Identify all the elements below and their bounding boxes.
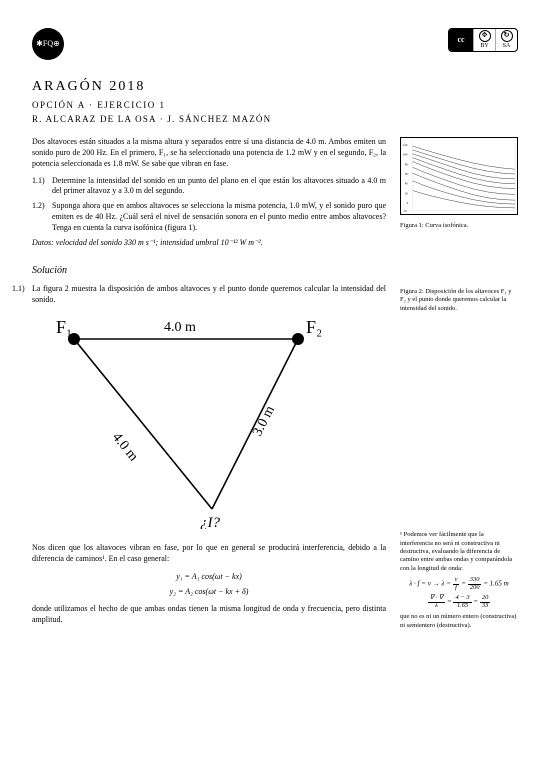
intro-paragraph: Dos altavoces están situados a la misma … [32, 137, 386, 169]
figure-1-chart: 12010080 604020 0-10 [400, 137, 518, 215]
question-1-2: 1.2) Suponga ahora que en ambos altavoce… [32, 201, 386, 233]
svg-text:4.0 m: 4.0 m [164, 320, 196, 335]
authors: R. ALCARAZ DE LA OSA · J. SÁNCHEZ MAZÓN [32, 113, 518, 125]
svg-text:¿I?: ¿I? [200, 515, 220, 529]
svg-text:100: 100 [403, 153, 408, 157]
solution-1-1: 1.1) La figura 2 muestra la disposición … [12, 284, 386, 306]
question-1-1: 1.1) Determine la intensidad del sonido … [32, 176, 386, 198]
figure-2-diagram: F₁ F₂ 4.0 m 4.0 m 3.0 m ¿I? [42, 309, 386, 533]
cc-license-badge: cc ⯑ BY ↻ SA [448, 28, 518, 52]
svg-text:F₂: F₂ [306, 317, 322, 337]
title-block: ARAGÓN 2018 OPCIÓN A · EJERCICIO 1 R. AL… [32, 78, 518, 125]
page-subtitle: OPCIÓN A · EJERCICIO 1 [32, 99, 518, 111]
figure-1-caption: Figura 1: Curva isofónica. [400, 222, 518, 230]
svg-text:3.0 m: 3.0 m [250, 404, 278, 439]
site-logo: ✱FQ⊕ [32, 28, 64, 60]
cc-by-icon: ⯑ BY [473, 29, 495, 51]
svg-text:120: 120 [403, 143, 408, 147]
solution-heading: Solución [32, 264, 518, 278]
header: ✱FQ⊕ cc ⯑ BY ↻ SA [32, 28, 518, 60]
cc-sa-icon: ↻ SA [495, 29, 517, 51]
svg-text:4.0 m: 4.0 m [109, 431, 141, 465]
equation-2: y₂ = A₂ cos(ωt − kx + δ) [32, 586, 386, 599]
page-title: ARAGÓN 2018 [32, 78, 518, 97]
figure-2-caption: Figura 2: Disposición de los altavoces F… [400, 288, 518, 313]
datos-line: Datos: velocidad del sonido 330 m s⁻¹; i… [32, 238, 386, 249]
footnote-1: ¹ Podemos ver fácilmente que la interfer… [400, 531, 518, 630]
cc-icon: cc [449, 29, 473, 51]
post-equation-text: donde utilizamos el hecho de que ambas o… [32, 604, 386, 626]
pre-equation-text: Nos dicen que los altavoces vibran en fa… [32, 543, 386, 565]
svg-text:-10: -10 [403, 209, 407, 213]
equation-1: y₁ = A₁ cos(ωt − kx) [32, 571, 386, 584]
svg-text:F₁: F₁ [56, 317, 72, 337]
